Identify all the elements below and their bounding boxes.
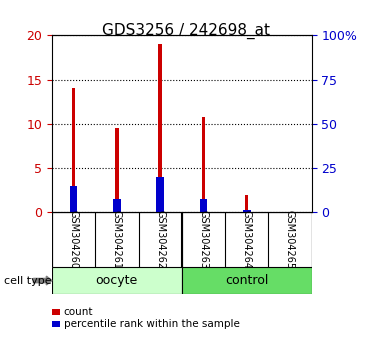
Bar — [243, 210, 251, 212]
Text: oocyte: oocyte — [96, 274, 138, 287]
Text: GSM304264: GSM304264 — [242, 210, 252, 269]
Text: GSM304261: GSM304261 — [112, 210, 122, 269]
Bar — [202, 117, 205, 212]
Text: GSM304262: GSM304262 — [155, 210, 165, 269]
Bar — [182, 267, 312, 294]
Bar — [156, 177, 164, 212]
Text: cell type: cell type — [4, 275, 51, 286]
Text: GSM304263: GSM304263 — [198, 210, 209, 269]
Bar — [245, 195, 249, 212]
Bar — [115, 128, 119, 212]
Text: count: count — [64, 307, 93, 317]
Text: control: control — [225, 274, 268, 287]
Text: GSM304265: GSM304265 — [285, 210, 295, 269]
Text: GDS3256 / 242698_at: GDS3256 / 242698_at — [102, 23, 269, 39]
Bar — [52, 267, 182, 294]
Bar — [113, 199, 121, 212]
Bar — [72, 88, 75, 212]
Bar — [158, 44, 162, 212]
Bar — [200, 199, 207, 212]
Text: GSM304260: GSM304260 — [69, 210, 79, 269]
Text: percentile rank within the sample: percentile rank within the sample — [64, 319, 240, 329]
Bar — [70, 186, 78, 212]
